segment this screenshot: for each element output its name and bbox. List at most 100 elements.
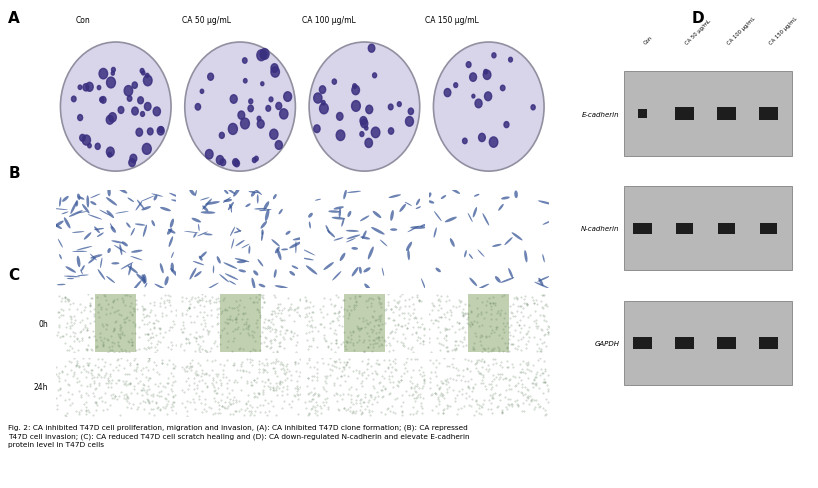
Circle shape — [228, 124, 237, 135]
Ellipse shape — [61, 212, 69, 215]
Circle shape — [371, 128, 380, 139]
Ellipse shape — [290, 271, 295, 276]
Circle shape — [284, 93, 291, 102]
Circle shape — [365, 139, 372, 148]
Bar — [759, 338, 778, 349]
Circle shape — [108, 153, 112, 158]
Ellipse shape — [141, 196, 155, 202]
Circle shape — [238, 112, 245, 120]
Ellipse shape — [359, 267, 362, 274]
Ellipse shape — [115, 212, 128, 214]
Ellipse shape — [61, 43, 171, 172]
Circle shape — [243, 59, 247, 64]
Ellipse shape — [275, 247, 280, 254]
Ellipse shape — [420, 224, 429, 227]
Ellipse shape — [154, 195, 157, 201]
Circle shape — [132, 83, 137, 89]
Ellipse shape — [54, 221, 64, 228]
Ellipse shape — [168, 229, 176, 234]
Ellipse shape — [352, 267, 358, 277]
Circle shape — [406, 117, 413, 127]
Ellipse shape — [202, 206, 209, 212]
Ellipse shape — [213, 266, 214, 274]
Ellipse shape — [441, 196, 446, 200]
Bar — [633, 223, 652, 235]
Circle shape — [101, 97, 106, 104]
Ellipse shape — [77, 275, 88, 277]
Bar — [717, 338, 736, 349]
Ellipse shape — [193, 262, 204, 265]
Text: N-cadherin: N-cadherin — [581, 226, 619, 232]
Ellipse shape — [308, 213, 312, 218]
Text: B: B — [8, 165, 20, 181]
Circle shape — [205, 150, 213, 160]
Bar — [675, 108, 694, 121]
Ellipse shape — [90, 202, 97, 206]
Ellipse shape — [223, 263, 237, 269]
Circle shape — [147, 129, 153, 136]
Circle shape — [261, 52, 267, 59]
Ellipse shape — [258, 284, 265, 288]
Ellipse shape — [253, 188, 262, 196]
Ellipse shape — [190, 268, 196, 280]
Ellipse shape — [326, 225, 330, 234]
Ellipse shape — [88, 258, 96, 264]
Circle shape — [244, 80, 247, 84]
Ellipse shape — [151, 194, 163, 197]
Ellipse shape — [202, 199, 212, 210]
Ellipse shape — [87, 196, 89, 208]
Circle shape — [219, 133, 224, 139]
Circle shape — [130, 155, 137, 163]
Ellipse shape — [75, 201, 79, 207]
Ellipse shape — [309, 222, 311, 229]
Circle shape — [466, 62, 471, 68]
Circle shape — [275, 142, 282, 150]
Bar — [624, 72, 792, 156]
Ellipse shape — [368, 247, 374, 260]
Ellipse shape — [204, 234, 213, 236]
Ellipse shape — [97, 269, 106, 280]
Ellipse shape — [334, 207, 344, 210]
Circle shape — [479, 134, 485, 142]
Circle shape — [336, 131, 345, 141]
Ellipse shape — [70, 202, 77, 215]
Ellipse shape — [410, 226, 426, 229]
Circle shape — [159, 127, 164, 133]
Ellipse shape — [90, 254, 97, 261]
Ellipse shape — [347, 191, 361, 194]
Ellipse shape — [492, 244, 501, 247]
Ellipse shape — [194, 271, 202, 278]
Ellipse shape — [225, 274, 238, 281]
Ellipse shape — [142, 275, 146, 285]
Ellipse shape — [277, 249, 281, 261]
Ellipse shape — [58, 239, 63, 248]
Circle shape — [368, 45, 375, 53]
Ellipse shape — [136, 202, 142, 211]
Ellipse shape — [78, 197, 84, 200]
Ellipse shape — [135, 224, 146, 226]
Ellipse shape — [505, 238, 513, 245]
Ellipse shape — [164, 277, 169, 286]
Ellipse shape — [142, 207, 151, 211]
Ellipse shape — [53, 209, 68, 211]
Ellipse shape — [352, 247, 358, 250]
Ellipse shape — [249, 192, 258, 194]
Bar — [760, 223, 777, 235]
Ellipse shape — [508, 268, 513, 279]
Circle shape — [128, 159, 135, 167]
Ellipse shape — [249, 246, 250, 254]
Bar — [676, 223, 693, 235]
Ellipse shape — [160, 207, 171, 212]
Ellipse shape — [275, 285, 288, 289]
Circle shape — [111, 68, 115, 73]
Ellipse shape — [80, 270, 83, 275]
Ellipse shape — [339, 253, 345, 262]
Text: D: D — [691, 11, 703, 25]
Circle shape — [353, 84, 357, 89]
Text: CA 100 μg/mL: CA 100 μg/mL — [303, 16, 356, 24]
Circle shape — [314, 125, 320, 133]
Ellipse shape — [274, 269, 276, 278]
Ellipse shape — [309, 43, 420, 172]
Ellipse shape — [137, 200, 145, 210]
Bar — [624, 301, 792, 385]
